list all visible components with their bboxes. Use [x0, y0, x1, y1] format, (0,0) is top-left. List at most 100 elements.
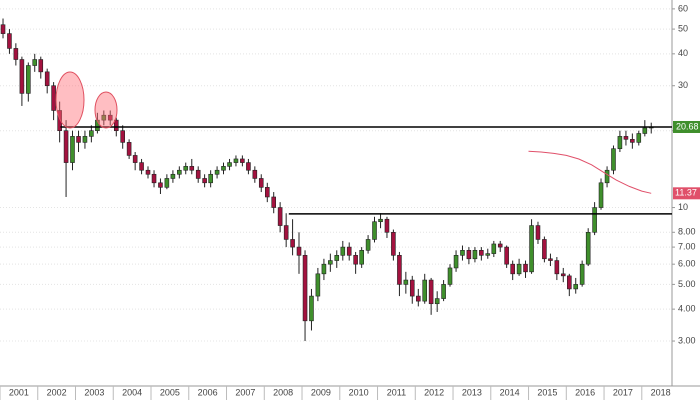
candle-body [38, 59, 44, 73]
candle-body [107, 114, 113, 121]
candle-body [384, 218, 390, 233]
x-tick-label: 2014 [500, 387, 520, 397]
candle-body [126, 142, 132, 156]
candle-body [453, 255, 459, 269]
candle-body [76, 136, 81, 143]
candle-body [416, 295, 421, 302]
y-tick-label: 30 [678, 80, 688, 90]
candle-body [170, 173, 176, 179]
candle-body [44, 71, 50, 87]
highlight-circle [94, 91, 118, 129]
candle-body [158, 182, 163, 188]
y-tick-label: 5.00 [678, 279, 696, 289]
candle-body [290, 239, 295, 248]
candle-body [258, 178, 264, 188]
moving-average-line [528, 150, 652, 194]
x-tick-label: 2007 [235, 387, 255, 397]
candle-body [485, 253, 491, 256]
y-tick-label: 10 [678, 202, 688, 212]
plot-layer: 60 50 40 30 2010 8.00 7.00 6.00 5.00 4.00 3.00 2001… [0, 3, 700, 400]
x-tick-label: 2012 [424, 387, 444, 397]
candle-body [422, 279, 428, 302]
candle-body [428, 279, 434, 305]
candle-body [183, 166, 189, 171]
candle-body [132, 155, 138, 163]
candle-body [554, 260, 560, 275]
candle-body [491, 243, 497, 254]
x-tick-label: 2003 [84, 387, 104, 397]
candle-body [340, 246, 346, 256]
candle-body [636, 133, 642, 143]
candle-body [7, 33, 12, 49]
candle-body [434, 298, 440, 305]
candle-body [346, 246, 352, 256]
ma-badge-label: 11.37 [675, 188, 697, 198]
candle-body [334, 255, 340, 261]
candle-body [391, 231, 396, 256]
candle-body [630, 139, 635, 143]
candle-body [359, 250, 364, 265]
candle-body [202, 178, 207, 184]
candle-body [214, 169, 220, 175]
x-tick-label: 2015 [537, 387, 557, 397]
y-tick-label: 50 [678, 23, 688, 33]
candle-body [164, 178, 170, 188]
candle-body [397, 255, 402, 285]
candle-body [70, 136, 75, 163]
candle-body [516, 263, 522, 275]
candle-body [309, 295, 314, 322]
candle-body [51, 85, 56, 111]
candle-body [504, 246, 509, 265]
candle-body [296, 246, 302, 256]
x-tick-label: 2011 [387, 387, 406, 397]
candle-body [497, 243, 503, 248]
candle-body [189, 166, 195, 171]
candle-body [120, 130, 125, 143]
candle-body [139, 162, 144, 171]
candle-body [32, 59, 38, 66]
y-tick-label: 7.00 [678, 241, 696, 251]
candle-body [315, 273, 321, 297]
candle-body [233, 158, 239, 163]
y-tick-label: 8.00 [678, 227, 696, 237]
candle-body [598, 182, 604, 208]
candle-body [529, 225, 534, 273]
candle-body [145, 169, 151, 175]
candle-body [101, 114, 107, 121]
candle-body [321, 263, 327, 275]
candle-body [447, 267, 453, 285]
ma-badge [673, 187, 700, 200]
y-tick-label: 3.00 [678, 335, 696, 345]
candle-body [63, 130, 69, 163]
x-tick-label: 2005 [160, 387, 180, 397]
x-tick-label: 2002 [47, 387, 67, 397]
x-tick-label: 2017 [613, 387, 633, 397]
candle-body [227, 162, 232, 167]
x-tick-label: 2001 [9, 387, 29, 397]
candle-body [579, 263, 585, 285]
candle-body [611, 148, 616, 171]
candle-body [265, 187, 270, 198]
candle-body [409, 279, 415, 297]
candle-body [592, 207, 597, 233]
x-tick-label: 2010 [349, 387, 369, 397]
candle-body [151, 173, 157, 184]
y-tick-label: 6.00 [678, 259, 696, 269]
candle-body [246, 162, 251, 171]
x-tick-label: 2013 [462, 387, 482, 397]
candle-body [328, 260, 333, 265]
candle-body [195, 169, 201, 179]
candle-body [26, 65, 31, 94]
price-badge-label: 20.68 [676, 121, 699, 131]
candle-body [623, 136, 629, 140]
candle-body [403, 279, 409, 285]
candle-body [19, 59, 25, 94]
candle-body [510, 263, 515, 275]
candle-body [479, 250, 484, 256]
x-tick-label: 2018 [651, 387, 671, 397]
x-tick-label: 2016 [575, 387, 595, 397]
candle-body [252, 169, 258, 179]
candle-body [642, 127, 648, 134]
